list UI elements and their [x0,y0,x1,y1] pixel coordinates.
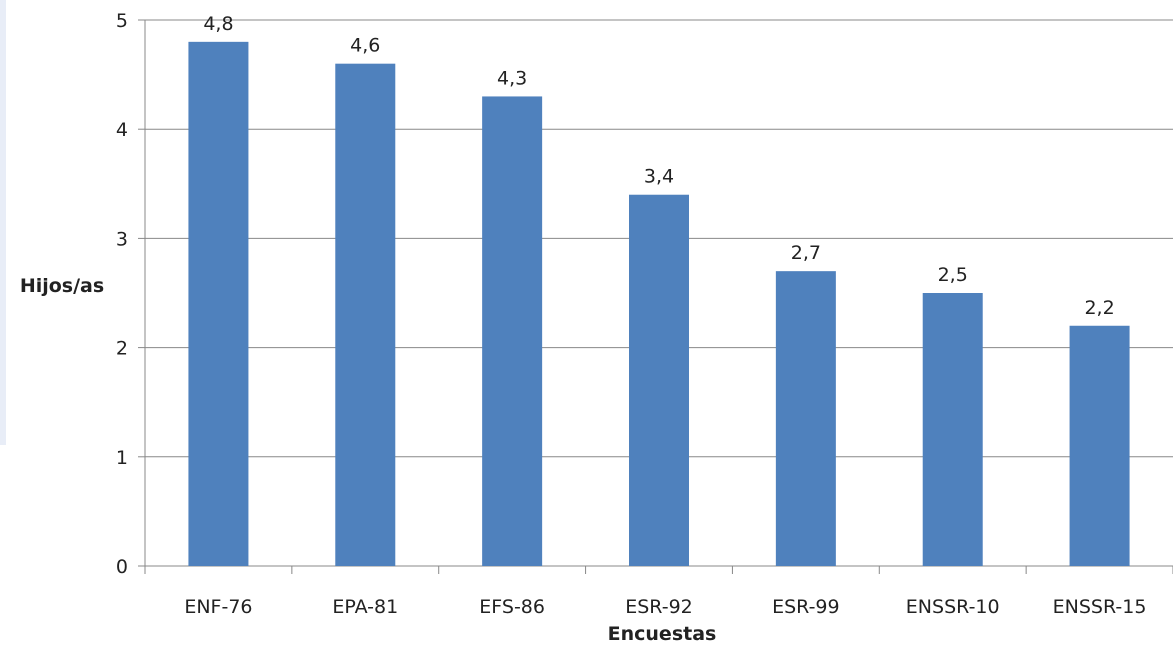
y-tick-label: 1 [116,447,128,469]
data-label: 2,5 [938,264,968,286]
bar [335,63,396,567]
y-tick-label: 4 [116,119,128,141]
y-tick-label: 3 [116,228,128,250]
x-axis-title: Encuestas [608,623,717,645]
bars [188,41,1130,567]
data-label: 2,2 [1084,297,1114,319]
x-tick-label: EPA-81 [332,596,398,618]
bar [482,96,543,566]
bar [188,41,249,566]
left-edge-strip [0,0,6,445]
data-label: 4,3 [497,67,527,89]
x-tick-label: ENSSR-10 [906,596,1000,618]
x-tick-label: ESR-99 [772,596,840,618]
x-tick-label: EFS-86 [479,596,545,618]
data-label: 4,8 [203,13,233,35]
y-tick-label: 0 [116,556,128,578]
data-label: 2,7 [791,242,821,264]
data-labels: 4,8 4,6 4,3 3,4 2,7 2,5 2,2 [203,13,1114,319]
y-axis-title: Hijos/as [20,275,104,297]
data-label: 4,6 [350,35,380,57]
x-tick-label: ENF-76 [184,596,252,618]
x-tick-label: ESR-92 [625,596,693,618]
y-tick-label: 2 [116,338,128,360]
bar [1069,325,1130,566]
y-tick-label: 5 [116,10,128,32]
y-axis-ticks: 0 1 2 3 4 5 [116,10,145,578]
bar [922,293,983,566]
bar [775,271,836,566]
x-tick-label: ENSSR-15 [1053,596,1147,618]
data-label: 3,4 [644,166,674,188]
bar [629,194,689,566]
x-axis-ticks: ENF-76 EPA-81 EFS-86 ESR-92 ESR-99 ENSSR-10 EN… [144,566,1173,618]
